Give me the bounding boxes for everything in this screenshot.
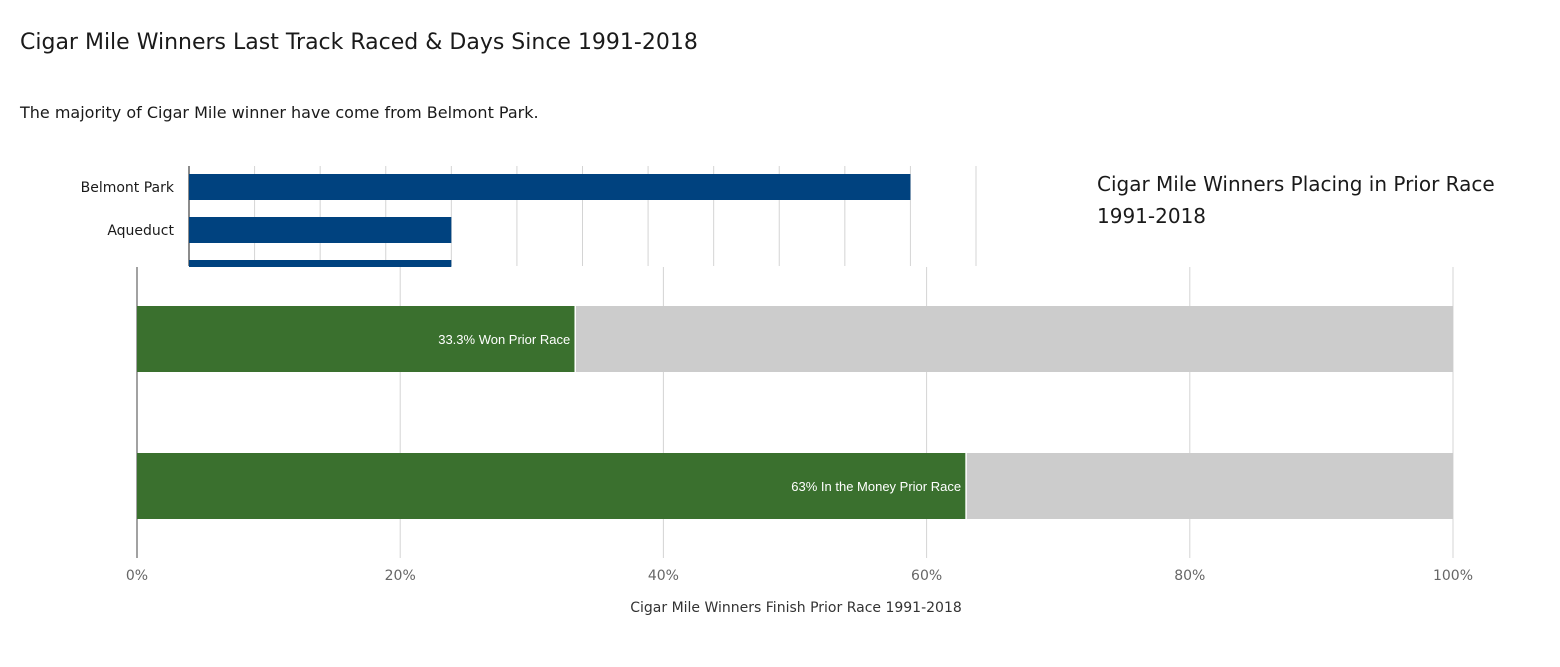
- placing-chart: 33.3% Won Prior Race 63% In the Money Pri…: [126, 267, 1473, 616]
- remaining-bar: [575, 306, 1453, 372]
- x-tick-label: 0%: [126, 568, 148, 584]
- placing-chart-x-ticks: 0% 20% 40% 60% 80% 100%: [126, 568, 1473, 584]
- x-tick-label: 80%: [1174, 568, 1205, 584]
- track-category-label: Aqueduct: [107, 223, 174, 239]
- x-tick-label: 100%: [1433, 568, 1473, 584]
- placing-chart-title-line-1: Cigar Mile Winners Placing in Prior Race: [1097, 172, 1495, 196]
- page-subtitle: The majority of Cigar Mile winner have c…: [20, 103, 539, 122]
- placing-bar: [137, 453, 967, 519]
- x-tick-label: 40%: [648, 568, 679, 584]
- page-title: Cigar Mile Winners Last Track Raced & Da…: [20, 30, 698, 55]
- track-bar: [189, 217, 452, 243]
- placing-bar-label: 63% In the Money Prior Race: [791, 479, 961, 494]
- placing-bar-label: 33.3% Won Prior Race: [438, 332, 570, 347]
- placing-chart-bars: 33.3% Won Prior Race 63% In the Money Pri…: [137, 306, 1453, 519]
- x-tick-label: 20%: [385, 568, 416, 584]
- track-bar: [189, 174, 911, 200]
- placing-bar: [137, 306, 576, 372]
- remaining-bar: [966, 453, 1453, 519]
- track-chart-labels: Belmont Park Aqueduct: [81, 180, 175, 239]
- track-category-label: Belmont Park: [81, 180, 175, 196]
- placing-chart-title-line-2: 1991-2018: [1097, 204, 1206, 228]
- placing-chart-x-axis-title: Cigar Mile Winners Finish Prior Race 199…: [630, 600, 962, 616]
- placing-chart-title: Cigar Mile Winners Placing in Prior Race…: [1097, 172, 1495, 228]
- x-tick-label: 60%: [911, 568, 942, 584]
